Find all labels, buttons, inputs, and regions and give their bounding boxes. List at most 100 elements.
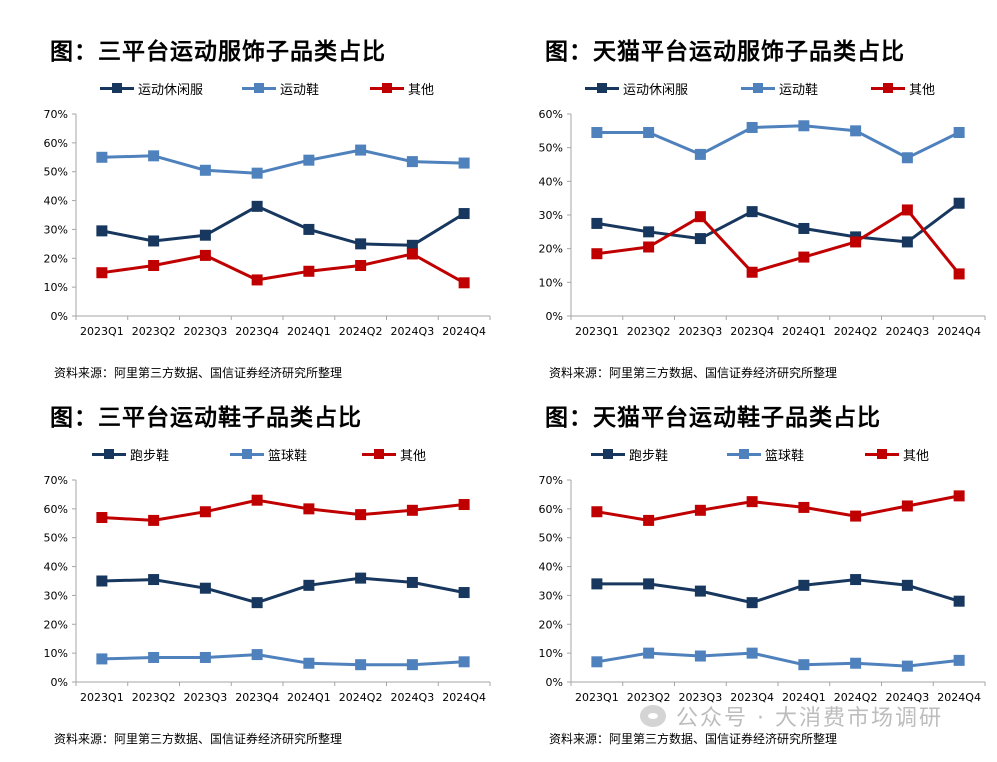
legend-label: 跑步鞋 (130, 448, 170, 464)
x-tick-label: 2024Q1 (287, 691, 331, 704)
data-point (953, 490, 965, 502)
data-point (406, 576, 418, 588)
chart-panel-1: 图：三平台运动服饰子品类占比 运动休闲服 运动鞋 其他 0% 10% 20% 30% 4… (20, 16, 500, 386)
y-tick-label: 0% (51, 310, 68, 323)
data-point (643, 514, 655, 526)
data-point (591, 217, 603, 229)
data-point (798, 501, 810, 513)
data-point (303, 657, 315, 669)
data-point (901, 236, 913, 248)
data-point (901, 660, 913, 672)
x-tick-label: 2024Q3 (391, 325, 435, 338)
x-tick-label: 2023Q4 (730, 691, 774, 704)
data-point (694, 233, 706, 245)
x-tick-label: 2023Q1 (80, 691, 124, 704)
x-tick-label: 2024Q4 (442, 691, 486, 704)
data-point (694, 504, 706, 516)
data-point (643, 127, 655, 139)
x-tick-label: 2024Q1 (782, 325, 826, 338)
data-point (798, 120, 810, 132)
legend-item: 跑步鞋 (92, 444, 169, 464)
y-tick-label: 30% (44, 589, 68, 602)
data-point (953, 127, 965, 139)
legend-item: 运动鞋 (741, 78, 818, 98)
data-point (303, 223, 315, 235)
chart-panel-4: 图：天猫平台运动鞋子品类占比 跑步鞋 篮球鞋 其他 0% 10% 20% 30% 40%… (515, 382, 995, 752)
x-tick-label: 2023Q4 (730, 325, 774, 338)
legend-label: 运动鞋 (779, 82, 819, 98)
x-tick-label: 2023Q3 (184, 691, 228, 704)
data-point (591, 248, 603, 260)
x-tick-label: 2024Q1 (287, 325, 331, 338)
line-chart: 0% 10% 20% 30% 40% 50% 60% 2023Q1 2023Q2 2023Q3 20… (539, 108, 986, 338)
data-point (901, 204, 913, 216)
legend-item: 其他 (865, 444, 929, 464)
legend-marker-icon (92, 447, 126, 461)
x-tick-label: 2023Q2 (132, 325, 176, 338)
data-point (355, 238, 367, 250)
chart-title: 图：天猫平台运动鞋子品类占比 (545, 405, 881, 431)
data-point (591, 506, 603, 518)
legend-item: 其他 (871, 78, 935, 98)
x-tick-label: 2024Q4 (937, 325, 981, 338)
data-point (591, 127, 603, 139)
chart-legend: 运动休闲服 运动鞋 其他 (20, 78, 500, 98)
data-point (303, 503, 315, 515)
legend-label: 跑步鞋 (629, 448, 669, 464)
y-tick-label: 40% (539, 561, 563, 574)
x-tick-label: 2023Q4 (235, 325, 279, 338)
data-point (96, 225, 108, 237)
y-tick-label: 0% (546, 310, 563, 323)
data-point (355, 659, 367, 671)
data-point (406, 156, 418, 168)
data-point (643, 241, 655, 253)
legend-item: 其他 (370, 78, 434, 98)
y-tick-label: 10% (44, 647, 68, 660)
data-point (458, 277, 470, 289)
data-point (251, 200, 263, 212)
data-point (251, 494, 263, 506)
source-note: 资料来源：阿里第三方数据、国信证券经济研究所整理 (54, 732, 343, 746)
y-tick-label: 50% (539, 532, 563, 545)
series-line (101, 576, 465, 605)
legend-label: 其他 (903, 448, 930, 464)
data-point (96, 512, 108, 524)
y-tick-label: 60% (539, 108, 563, 121)
y-tick-label: 0% (51, 676, 68, 689)
y-tick-label: 70% (44, 108, 68, 121)
data-point (251, 274, 263, 286)
legend-marker-icon (727, 447, 761, 461)
x-tick-label: 2023Q3 (679, 325, 723, 338)
data-point (96, 575, 108, 587)
series-line (596, 651, 960, 668)
chart-title: 图：天猫平台运动服饰子品类占比 (545, 39, 905, 65)
legend-item: 跑步鞋 (591, 444, 668, 464)
x-tick-label: 2023Q2 (627, 691, 671, 704)
x-tick-label: 2024Q2 (339, 325, 383, 338)
legend-label: 运动休闲服 (623, 82, 689, 98)
data-point (953, 654, 965, 666)
y-tick-label: 0% (546, 676, 563, 689)
legend-label: 其他 (400, 448, 427, 464)
chart-legend: 跑步鞋 篮球鞋 其他 (20, 444, 500, 464)
data-point (901, 579, 913, 591)
data-point (148, 260, 160, 271)
data-point (303, 579, 315, 591)
series-line (101, 204, 465, 247)
y-tick-label: 20% (44, 618, 68, 631)
y-tick-label: 60% (44, 137, 68, 150)
data-point (746, 121, 758, 133)
data-point (96, 653, 108, 665)
data-point (355, 260, 367, 271)
series-line (101, 653, 465, 667)
data-point (643, 578, 655, 590)
data-point (643, 647, 655, 659)
chart-title: 图：三平台运动服饰子品类占比 (50, 39, 386, 65)
chart-title: 图：三平台运动鞋子品类占比 (50, 405, 362, 431)
y-tick-label: 20% (44, 252, 68, 265)
legend-marker-icon (242, 81, 276, 95)
line-chart: 0% 10% 20% 30% 40% 50% 60% 70% 2023Q1 2023Q2 2023Q… (539, 474, 986, 704)
legend-marker-icon (100, 81, 134, 95)
legend-marker-icon (585, 81, 619, 95)
x-tick-label: 2024Q2 (834, 691, 878, 704)
